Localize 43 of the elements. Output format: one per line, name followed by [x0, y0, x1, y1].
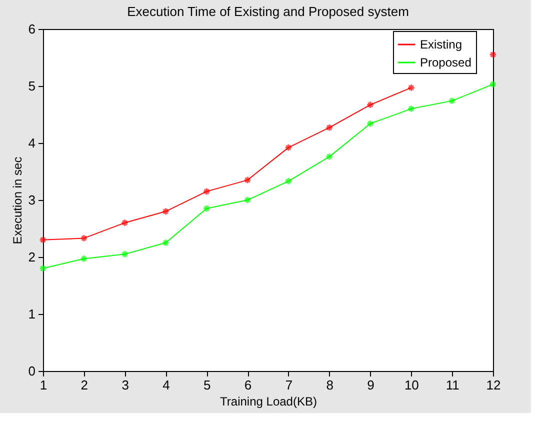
x-tick-label: 7	[285, 378, 293, 392]
x-tick-label: 5	[204, 378, 211, 392]
x-tick-label: 10	[404, 378, 419, 392]
point	[120, 218, 129, 227]
point	[366, 120, 374, 128]
point	[80, 234, 88, 242]
point	[284, 177, 292, 186]
chart-title: Execution Time of Existing and Proposed system	[127, 4, 409, 19]
point	[202, 204, 211, 212]
x-axis-title: Training Load(KB)	[220, 394, 317, 408]
y-tick-label: 3	[28, 192, 36, 208]
point	[162, 238, 170, 247]
point	[120, 250, 129, 258]
y-tick-label: 5	[28, 78, 36, 94]
x-tick-label: 6	[244, 378, 252, 392]
y-tick-label: 2	[28, 250, 36, 264]
point	[244, 196, 252, 204]
point	[80, 254, 88, 263]
y-tick-label: 6	[28, 22, 36, 36]
point	[407, 104, 416, 113]
point	[366, 100, 374, 109]
x-tick-label: 3	[122, 378, 129, 392]
x-tick-label: 9	[367, 378, 374, 392]
y-tick-label: 1	[28, 306, 36, 322]
legend-label: Proposed	[420, 56, 472, 70]
point	[162, 207, 170, 216]
x-tick-label: 1	[40, 378, 48, 392]
point	[284, 144, 292, 152]
point	[202, 188, 211, 196]
point	[448, 96, 456, 105]
y-axis-title: Execution in sec	[10, 156, 24, 244]
x-tick-label: 2	[80, 378, 88, 392]
point	[325, 152, 334, 161]
x-tick-label: 11	[446, 378, 460, 392]
point	[325, 124, 334, 132]
point	[244, 176, 252, 184]
x-tick-label: 12	[486, 378, 501, 392]
x-tick-label: 8	[326, 378, 334, 392]
y-tick-label: 0	[28, 364, 36, 378]
legend-label: Existing	[420, 38, 462, 52]
x-tick-label: 4	[162, 378, 170, 392]
point	[407, 84, 416, 92]
y-tick-label: 4	[28, 136, 36, 150]
